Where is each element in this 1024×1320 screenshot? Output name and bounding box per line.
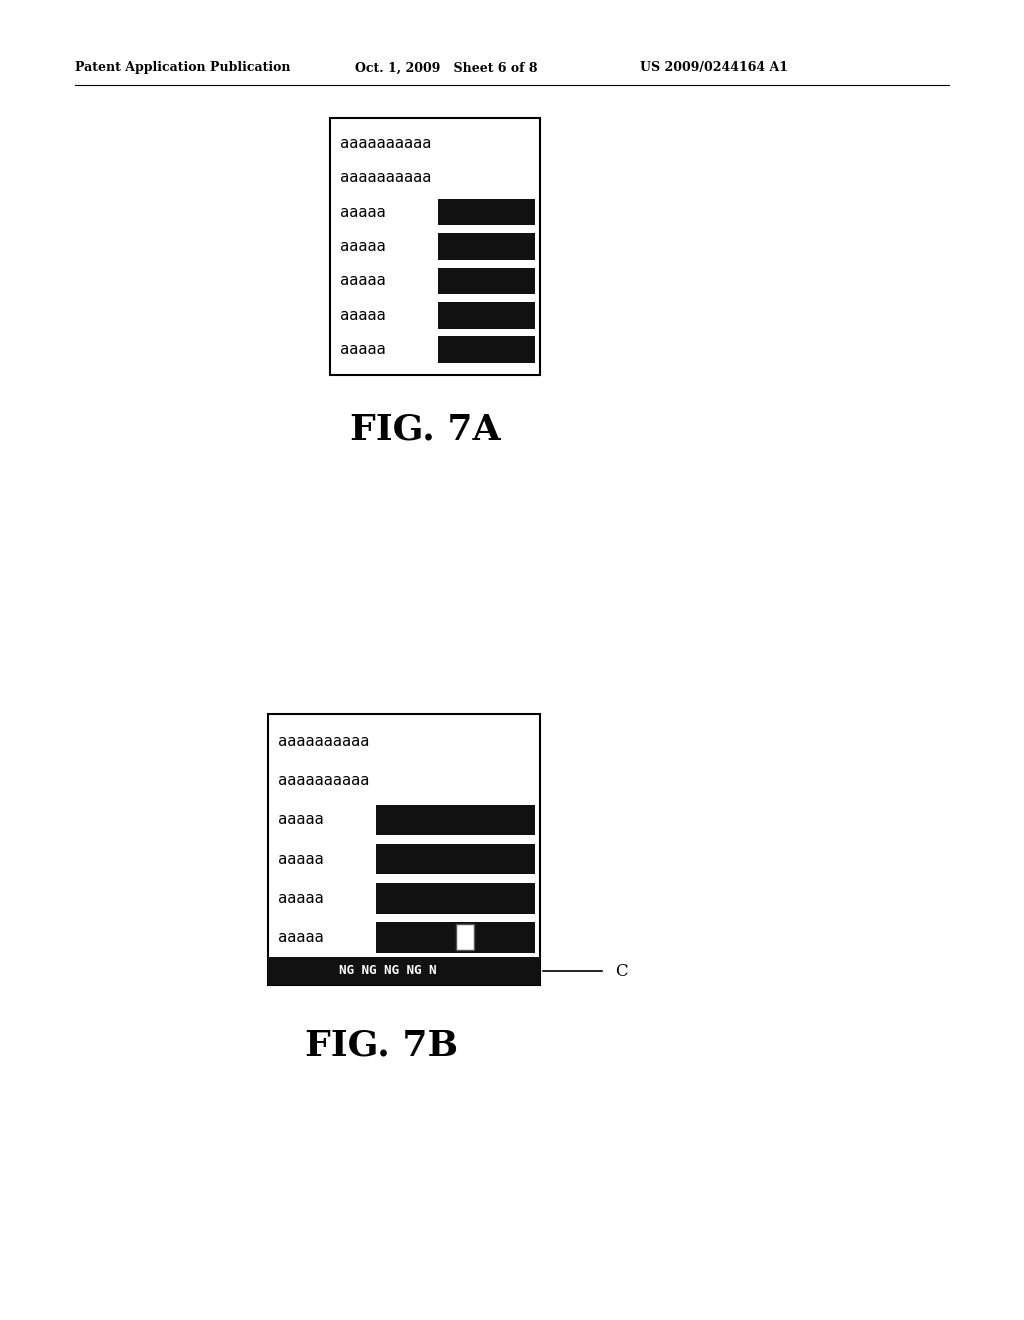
Bar: [438, 198, 535, 226]
Bar: [438, 337, 535, 363]
Text: aaaaa: aaaaa: [278, 812, 324, 828]
Text: C: C: [615, 962, 628, 979]
Text: aaaaaaaaaa: aaaaaaaaaa: [278, 774, 370, 788]
Text: US 2009/0244164 A1: US 2009/0244164 A1: [640, 62, 788, 74]
Bar: [376, 805, 535, 836]
Bar: [376, 923, 535, 953]
Text: NG NG NG NG N: NG NG NG NG N: [339, 965, 436, 978]
Text: aaaaa: aaaaa: [278, 929, 324, 945]
Text: FIG. 7A: FIG. 7A: [350, 413, 501, 447]
Bar: [438, 268, 535, 294]
Bar: [330, 117, 540, 375]
Text: aaaaaaaaaa: aaaaaaaaaa: [340, 136, 431, 150]
Text: Oct. 1, 2009   Sheet 6 of 8: Oct. 1, 2009 Sheet 6 of 8: [355, 62, 538, 74]
Text: aaaaa: aaaaa: [340, 273, 386, 289]
Bar: [376, 883, 535, 913]
Text: aaaaa: aaaaa: [340, 205, 386, 219]
Text: aaaaaaaaaa: aaaaaaaaaa: [278, 734, 370, 748]
Text: Patent Application Publication: Patent Application Publication: [75, 62, 291, 74]
Bar: [456, 924, 473, 950]
Bar: [438, 234, 535, 260]
Text: aaaaa: aaaaa: [340, 239, 386, 253]
Bar: [268, 714, 540, 985]
Text: aaaaaaaaaa: aaaaaaaaaa: [340, 170, 431, 185]
Text: aaaaa: aaaaa: [340, 308, 386, 323]
Bar: [438, 302, 535, 329]
Text: aaaaa: aaaaa: [278, 851, 324, 867]
Text: aaaaa: aaaaa: [340, 342, 386, 358]
Text: aaaaa: aaaaa: [278, 891, 324, 906]
Bar: [376, 843, 535, 874]
Bar: [268, 957, 540, 985]
Text: FIG. 7B: FIG. 7B: [305, 1028, 458, 1063]
